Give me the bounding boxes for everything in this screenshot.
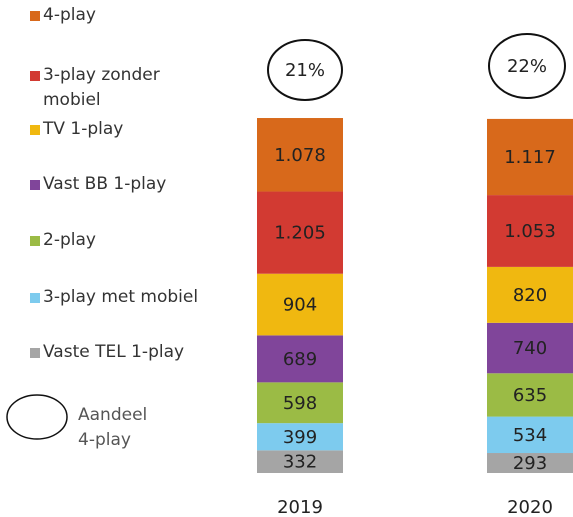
value-label: 1.053	[504, 221, 556, 242]
legend-label: Vast BB 1-play	[43, 174, 167, 194]
share-ellipse	[488, 33, 566, 99]
legend-swatch	[30, 293, 40, 303]
legend-label: 3-play zonder mobiel	[43, 65, 160, 110]
share-ellipse	[267, 39, 343, 101]
legend-swatch	[30, 125, 40, 135]
value-label: 293	[513, 453, 547, 474]
bar-segment	[257, 450, 343, 473]
bar-segment	[257, 335, 343, 383]
bar-segment	[487, 322, 573, 374]
value-label: 904	[283, 295, 317, 316]
legend-swatch	[30, 236, 40, 246]
bar-segment	[487, 118, 573, 196]
share-label: 21%	[285, 60, 325, 81]
value-label: 1.078	[274, 145, 326, 166]
share-legend: Aandeel 4-play	[78, 403, 158, 453]
legend-item: 2-play	[30, 228, 208, 253]
legend-ellipse	[6, 394, 68, 440]
value-label: 820	[513, 285, 547, 306]
legend-swatch	[30, 11, 40, 21]
legend-swatch	[30, 348, 40, 358]
legend-item: Vast BB 1-play	[30, 172, 208, 197]
legend-label: TV 1-play	[43, 119, 124, 139]
value-label: 399	[283, 427, 317, 448]
bar-segment	[257, 118, 343, 192]
legend-item: 3-play met mobiel	[30, 285, 208, 310]
share-label: 22%	[507, 56, 547, 77]
bar-segment	[257, 423, 343, 451]
value-label: 1.117	[504, 147, 556, 168]
legend-swatch	[30, 180, 40, 190]
x-tick-label: 2020	[507, 497, 553, 517]
legend-item: 4-play	[30, 3, 208, 28]
value-label: 598	[283, 393, 317, 414]
bar-segment	[487, 195, 573, 267]
legend-label: 3-play met mobiel	[43, 287, 199, 307]
value-label: 534	[513, 425, 547, 446]
bar-segment	[487, 266, 573, 323]
bar-segment	[257, 191, 343, 274]
legend-label: 2-play	[43, 230, 96, 250]
value-label: 332	[283, 452, 317, 473]
bar-segment	[487, 453, 573, 473]
legend-label: Vaste TEL 1-play	[43, 342, 185, 362]
x-tick-label: 2019	[277, 497, 323, 517]
bar-segment	[257, 382, 343, 424]
value-label: 740	[513, 338, 547, 359]
legend-item: 3-play zonder mobiel	[30, 63, 208, 113]
bar-segment	[257, 273, 343, 336]
bar-segment	[487, 416, 573, 454]
value-label: 635	[513, 385, 547, 406]
legend-item: Vaste TEL 1-play	[30, 340, 208, 365]
share-legend-label: Aandeel 4-play	[78, 405, 148, 450]
legend-swatch	[30, 71, 40, 81]
bar-segment	[487, 373, 573, 417]
legend-label: 4-play	[43, 5, 96, 25]
legend-item: TV 1-play	[30, 117, 208, 142]
value-label: 1.205	[274, 223, 326, 244]
value-label: 689	[283, 349, 317, 370]
